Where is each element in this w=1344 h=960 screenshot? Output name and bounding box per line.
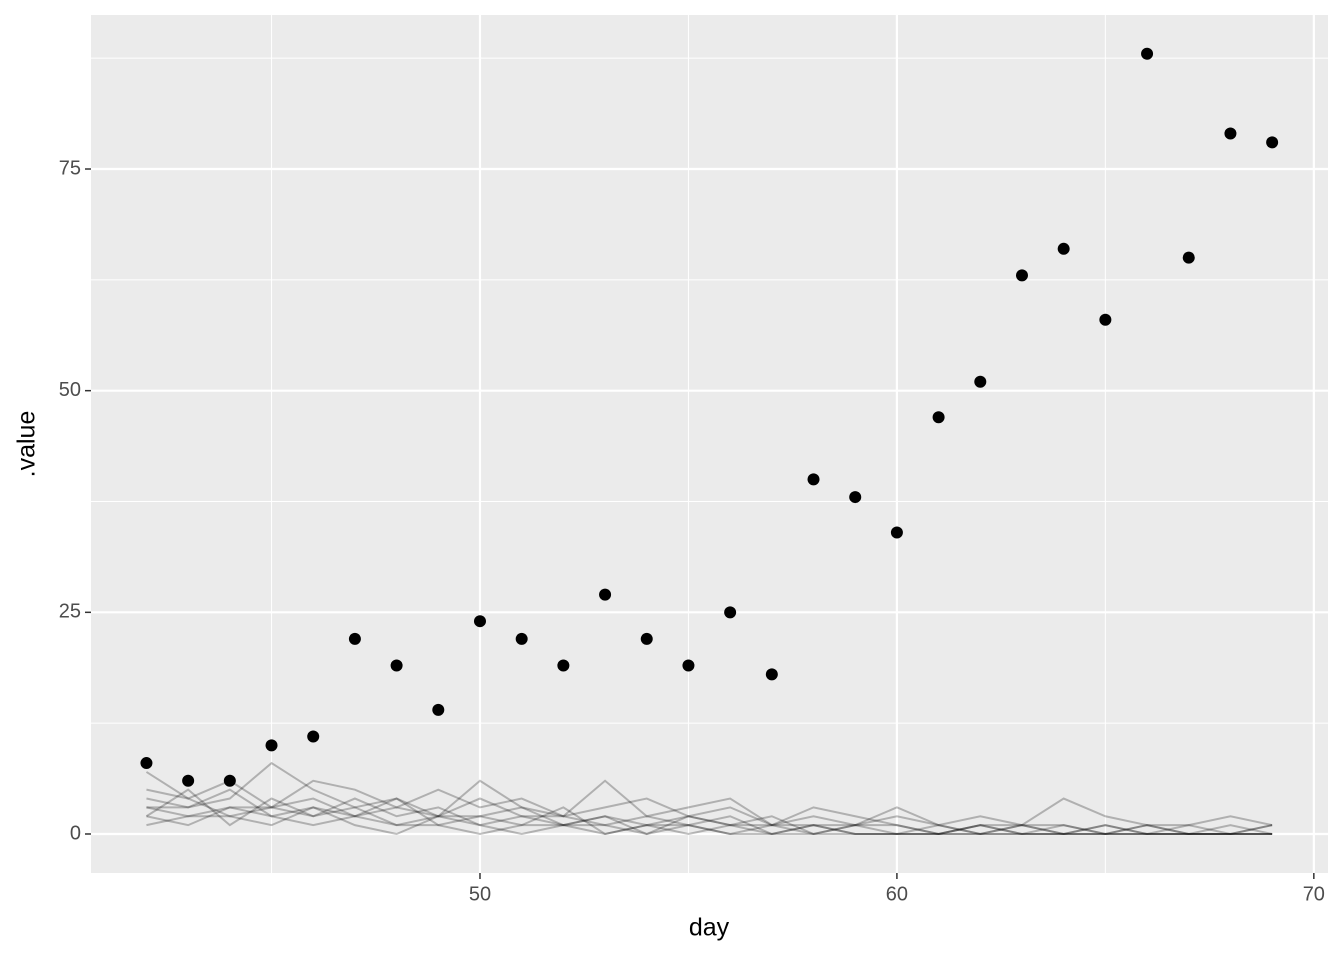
x-tick-label: 70 bbox=[1303, 883, 1325, 905]
point bbox=[390, 659, 403, 672]
point bbox=[223, 774, 236, 787]
point bbox=[265, 739, 278, 752]
point bbox=[682, 659, 695, 672]
point bbox=[1057, 242, 1070, 255]
point bbox=[1099, 313, 1112, 326]
draw-line bbox=[146, 806, 1273, 836]
point bbox=[932, 411, 945, 424]
point bbox=[1182, 251, 1195, 264]
point bbox=[849, 491, 862, 504]
point bbox=[1224, 127, 1237, 140]
point bbox=[1266, 136, 1279, 149]
point bbox=[1141, 47, 1154, 60]
point bbox=[1015, 269, 1028, 282]
point bbox=[140, 757, 153, 770]
draw-line bbox=[146, 788, 1273, 836]
draw-line bbox=[146, 779, 1273, 836]
point bbox=[974, 375, 987, 388]
draw-line bbox=[146, 797, 1273, 836]
point bbox=[557, 659, 570, 672]
point bbox=[348, 632, 361, 645]
point bbox=[473, 615, 486, 628]
x-axis-title: day bbox=[689, 914, 730, 942]
point bbox=[307, 730, 320, 743]
point bbox=[807, 473, 820, 486]
y-tick-label: 0 bbox=[70, 822, 81, 844]
point bbox=[599, 588, 612, 601]
point bbox=[890, 526, 903, 539]
y-tick-label: 75 bbox=[59, 157, 81, 179]
x-tick-label: 50 bbox=[469, 883, 491, 905]
x-tick-label: 60 bbox=[886, 883, 908, 905]
y-tick-label: 50 bbox=[59, 379, 81, 401]
draw-line bbox=[145, 788, 1273, 836]
point bbox=[515, 632, 528, 645]
point bbox=[640, 632, 653, 645]
draw-line bbox=[146, 806, 1273, 836]
point bbox=[765, 668, 778, 681]
y-axis-title: .value bbox=[13, 411, 41, 478]
y-tick-label: 25 bbox=[59, 601, 81, 623]
point bbox=[724, 606, 737, 619]
panel bbox=[91, 15, 1328, 873]
draw-line bbox=[145, 771, 1273, 836]
draw-line bbox=[146, 761, 1273, 827]
point bbox=[432, 703, 445, 716]
point bbox=[182, 774, 195, 787]
